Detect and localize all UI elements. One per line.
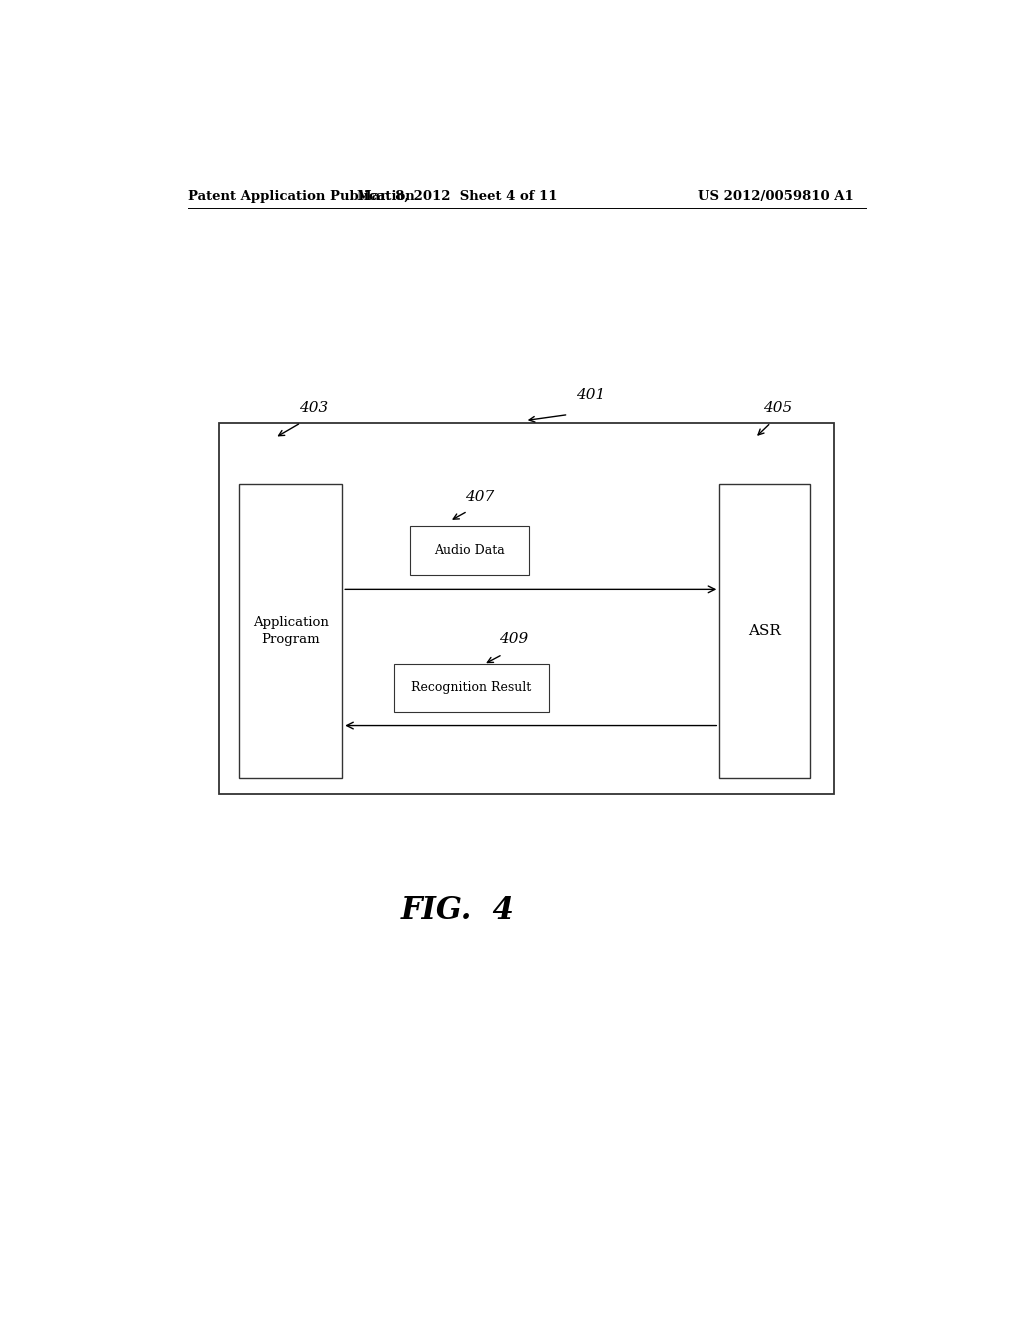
Text: US 2012/0059810 A1: US 2012/0059810 A1 xyxy=(698,190,854,202)
Bar xyxy=(410,527,528,576)
Text: ASR: ASR xyxy=(749,624,781,638)
Bar xyxy=(240,483,342,779)
Bar xyxy=(394,664,549,713)
Text: Audio Data: Audio Data xyxy=(434,544,505,557)
Bar xyxy=(219,422,835,793)
Text: 403: 403 xyxy=(299,400,328,414)
Text: FIG.  4: FIG. 4 xyxy=(400,895,514,927)
Text: Application
Program: Application Program xyxy=(253,616,329,645)
Text: Patent Application Publication: Patent Application Publication xyxy=(187,190,415,202)
Text: 409: 409 xyxy=(500,632,528,647)
Text: Recognition Result: Recognition Result xyxy=(411,681,531,694)
Text: 401: 401 xyxy=(577,388,605,403)
Text: 407: 407 xyxy=(465,490,495,504)
Text: Mar. 8, 2012  Sheet 4 of 11: Mar. 8, 2012 Sheet 4 of 11 xyxy=(357,190,558,202)
Bar xyxy=(719,483,811,779)
Text: 405: 405 xyxy=(763,400,793,414)
